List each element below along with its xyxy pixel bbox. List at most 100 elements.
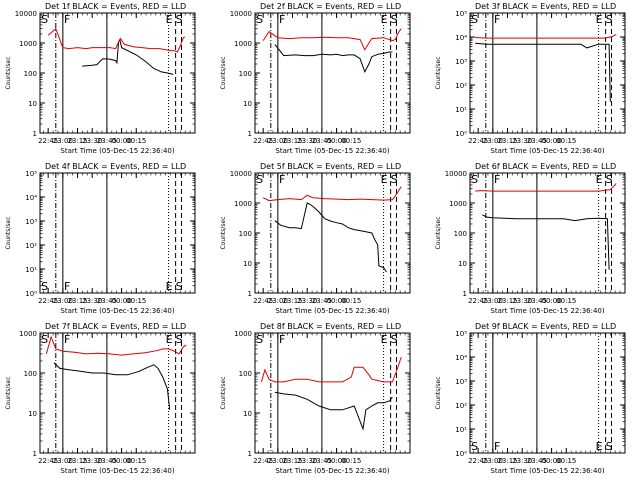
panel-title: Det 9f BLACK = Events, RED = LLD (475, 322, 616, 331)
event-marker-E: E (381, 333, 388, 346)
x-tick-label: 23:00 (53, 297, 73, 305)
x-tick-label: 00:15 (341, 297, 361, 305)
lld-series-line (475, 183, 617, 192)
x-tick-label: 23:45 (527, 457, 547, 465)
x-tick-label: 23:15 (497, 297, 517, 305)
x-tick-label: 23:00 (483, 137, 503, 145)
y-tick-label: 10⁴ (455, 354, 467, 362)
x-tick-label: 23:30 (82, 297, 102, 305)
x-tick-label: 00:15 (126, 137, 146, 145)
y-axis-label: Counts/sec (220, 376, 227, 409)
x-tick-label: 00:00 (326, 457, 346, 465)
y-tick-label: 100 (454, 230, 467, 238)
y-tick-label: 10 (243, 260, 252, 268)
event-marker-S: S (256, 173, 263, 186)
y-tick-label: 10² (25, 242, 37, 250)
panel-title: Det 3f BLACK = Events, RED = LLD (475, 2, 616, 11)
panel-det-1: Det 1f BLACK = Events, RED = LLD Counts/s… (5, 2, 196, 155)
x-tick-label: 22:45 (468, 137, 488, 145)
x-axis-label: Start Time (05-Dec-15 22:36:40) (275, 467, 389, 475)
event-marker-S: S (41, 280, 48, 293)
plot-frame (469, 12, 626, 134)
event-marker-F: F (494, 13, 500, 26)
y-axis-label: Counts/sec (435, 376, 442, 409)
y-tick-label: 10⁰ (25, 290, 37, 298)
panel-det-8: Det 8f BLACK = Events, RED = LLD Counts/s… (220, 322, 411, 475)
event-marker-S: S (256, 333, 263, 346)
lld-series-line (475, 33, 617, 39)
y-tick-label: 10 (243, 100, 252, 108)
y-tick-label: 1000 (19, 40, 37, 48)
x-axis-label: Start Time (05-Dec-15 22:36:40) (60, 307, 174, 315)
y-tick-label: 10⁴ (25, 194, 37, 202)
y-tick-label: 10000 (230, 10, 252, 18)
x-tick-label: 23:15 (282, 297, 302, 305)
x-tick-label: 23:00 (53, 457, 73, 465)
y-tick-label: 10000 (445, 170, 467, 178)
event-marker-S: S (41, 13, 48, 26)
plot-frame (469, 332, 626, 454)
x-tick-label: 00:00 (541, 137, 561, 145)
y-tick-label: 10⁴ (455, 34, 467, 42)
lld-series-line (262, 28, 402, 51)
x-tick-label: 23:00 (483, 457, 503, 465)
y-tick-label: 10¹ (25, 266, 37, 274)
x-axis-label: Start Time (05-Dec-15 22:36:40) (490, 307, 604, 315)
panel-det-7: Det 7f BLACK = Events, RED = LLD Counts/s… (5, 322, 196, 475)
panel-det-3: Det 3f BLACK = Events, RED = LLD Counts/s… (435, 2, 626, 155)
y-tick-label: 10³ (455, 378, 467, 386)
plot-frame (39, 172, 196, 294)
y-tick-label: 10 (458, 260, 467, 268)
event-marker-E: E (381, 173, 388, 186)
y-tick-label: 1 (463, 290, 467, 298)
x-tick-label: 23:45 (312, 457, 332, 465)
event-marker-S: S (391, 13, 398, 26)
lld-series-line (262, 186, 402, 202)
y-axis-label: Counts/sec (435, 56, 442, 89)
event-marker-F: F (494, 440, 500, 453)
y-tick-label: 1000 (449, 200, 467, 208)
events-series-line (482, 214, 610, 270)
event-marker-F: F (279, 333, 285, 346)
event-marker-S: S (391, 173, 398, 186)
event-marker-E: E (166, 333, 173, 346)
y-tick-label: 100 (239, 370, 252, 378)
x-axis-label: Start Time (05-Dec-15 22:36:40) (275, 307, 389, 315)
y-tick-label: 1 (33, 130, 37, 138)
panel-title: Det 6f BLACK = Events, RED = LLD (475, 162, 616, 171)
x-axis-label: Start Time (05-Dec-15 22:36:40) (60, 147, 174, 155)
y-tick-label: 10⁰ (455, 130, 467, 138)
x-tick-label: 00:00 (326, 137, 346, 145)
event-marker-S: S (176, 280, 183, 293)
event-marker-E: E (166, 13, 173, 26)
panel-det-4: Det 4f BLACK = Events, RED = LLD Counts/s… (5, 162, 196, 315)
event-marker-S: S (471, 13, 478, 26)
event-marker-F: F (279, 173, 285, 186)
x-tick-label: 00:00 (541, 297, 561, 305)
x-tick-label: 00:00 (326, 297, 346, 305)
events-series-line (274, 202, 387, 273)
event-marker-E: E (166, 280, 173, 293)
x-tick-label: 23:45 (97, 137, 117, 145)
x-tick-label: 23:00 (483, 297, 503, 305)
lld-series-line (47, 27, 186, 53)
y-tick-label: 1 (248, 130, 252, 138)
events-series-line (475, 42, 611, 102)
x-tick-label: 22:45 (253, 137, 273, 145)
event-marker-S: S (176, 333, 183, 346)
event-marker-F: F (64, 280, 70, 293)
y-tick-label: 1000 (19, 330, 37, 338)
x-tick-label: 23:15 (282, 457, 302, 465)
event-marker-S: S (41, 333, 48, 346)
x-tick-label: 22:45 (468, 457, 488, 465)
panel-det-5: Det 5f BLACK = Events, RED = LLD Counts/s… (220, 162, 411, 315)
panel-title: Det 1f BLACK = Events, RED = LLD (45, 2, 186, 11)
x-tick-label: 23:45 (527, 297, 547, 305)
panel-title: Det 5f BLACK = Events, RED = LLD (260, 162, 401, 171)
x-tick-label: 23:00 (53, 137, 73, 145)
y-tick-label: 10000 (230, 170, 252, 178)
event-marker-S: S (471, 173, 478, 186)
y-tick-label: 10 (28, 410, 37, 418)
x-tick-label: 23:15 (497, 457, 517, 465)
